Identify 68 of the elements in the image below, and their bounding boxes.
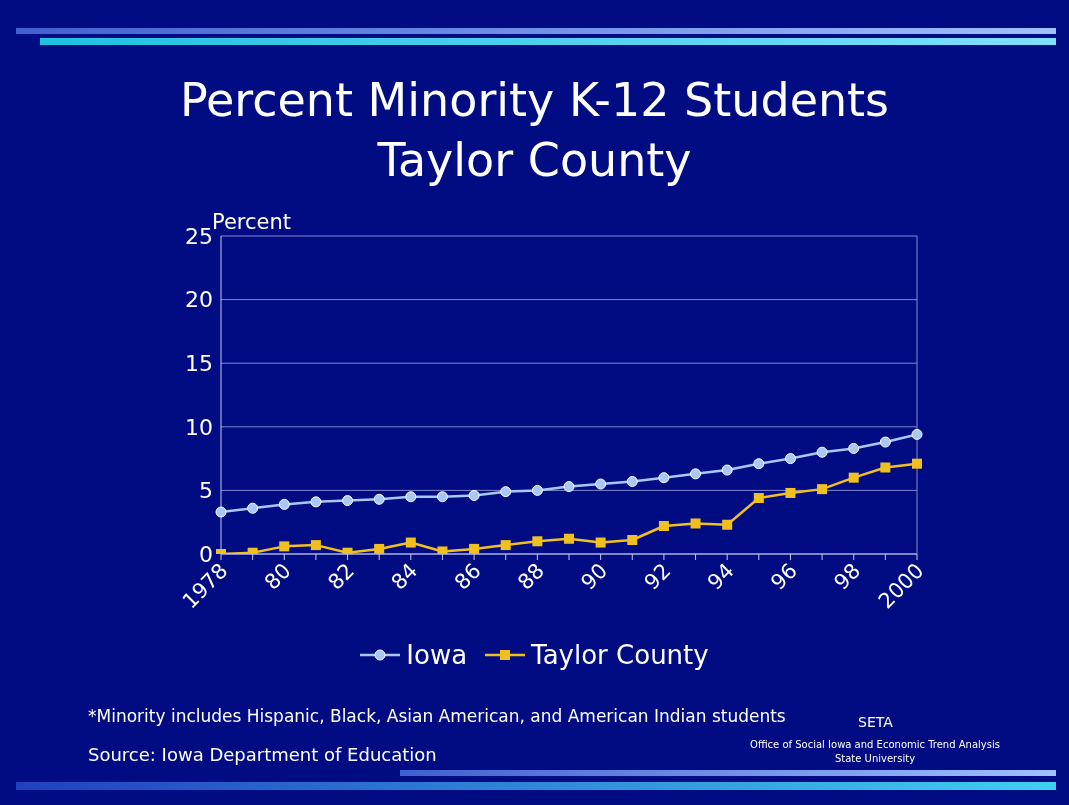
point xyxy=(468,489,480,501)
x-tick-label: 84 xyxy=(386,558,423,595)
x-tick-label: 86 xyxy=(449,558,486,595)
point xyxy=(215,506,227,518)
point xyxy=(310,540,321,551)
point xyxy=(753,493,764,504)
point xyxy=(785,487,796,498)
y-tick-label: 10 xyxy=(185,414,213,440)
chart-title: Percent Minority K-12 Students Taylor County xyxy=(178,72,891,189)
point xyxy=(690,518,701,529)
point xyxy=(626,476,638,487)
x-tick-label: 80 xyxy=(259,558,296,595)
legend-label: Taylor County xyxy=(531,640,709,670)
text: State University xyxy=(833,753,917,764)
point xyxy=(373,493,385,505)
point xyxy=(564,533,574,544)
point xyxy=(595,537,606,548)
point xyxy=(247,502,259,514)
point xyxy=(532,536,543,547)
point xyxy=(595,478,607,490)
y-tick-label: 15 xyxy=(185,351,213,377)
legend-label: Iowa xyxy=(406,640,468,670)
point xyxy=(405,491,417,503)
x-tick-label: 96 xyxy=(766,558,802,595)
source-note: Source: Iowa Department of Education xyxy=(88,744,437,765)
point xyxy=(722,519,733,530)
x-tick-label: 82 xyxy=(323,558,360,595)
y-tick-label: 25 xyxy=(185,223,213,249)
point xyxy=(848,442,860,454)
point xyxy=(658,521,669,532)
y-axis-title: Percent xyxy=(212,210,292,234)
point xyxy=(721,464,733,476)
x-tick-label: 98 xyxy=(829,558,866,595)
point xyxy=(279,541,290,552)
point xyxy=(437,546,448,554)
point xyxy=(627,535,638,546)
x-tick-label: 92 xyxy=(639,558,676,595)
x-tick-label: 94 xyxy=(702,558,739,595)
point xyxy=(310,496,322,508)
point xyxy=(816,446,828,458)
point xyxy=(879,436,891,448)
text: *Minority includes Hispanic, Black, Asian American, and American Indian students xyxy=(88,706,786,726)
point xyxy=(436,491,448,503)
y-tick-label: 20 xyxy=(185,287,213,313)
point xyxy=(531,484,543,496)
point xyxy=(817,484,828,495)
y-tick-label: 5 xyxy=(199,478,213,504)
point xyxy=(912,458,922,469)
point xyxy=(658,472,670,484)
point xyxy=(469,543,480,554)
point xyxy=(690,468,702,480)
point xyxy=(911,428,923,440)
text: SETA xyxy=(858,714,893,730)
point xyxy=(374,543,385,554)
point xyxy=(342,495,354,507)
x-tick-label: 88 xyxy=(513,558,549,595)
x-tick-label: 90 xyxy=(576,558,613,595)
text: Office of Social Iowa and Economic Trend Analysis xyxy=(749,739,1001,750)
point xyxy=(848,472,859,483)
point xyxy=(405,537,416,548)
point xyxy=(500,486,512,498)
y-tick-label: 0 xyxy=(199,541,213,567)
point xyxy=(784,453,796,465)
point xyxy=(880,462,891,473)
point xyxy=(753,458,765,470)
point xyxy=(563,481,575,493)
point xyxy=(500,540,511,551)
point xyxy=(278,498,290,510)
